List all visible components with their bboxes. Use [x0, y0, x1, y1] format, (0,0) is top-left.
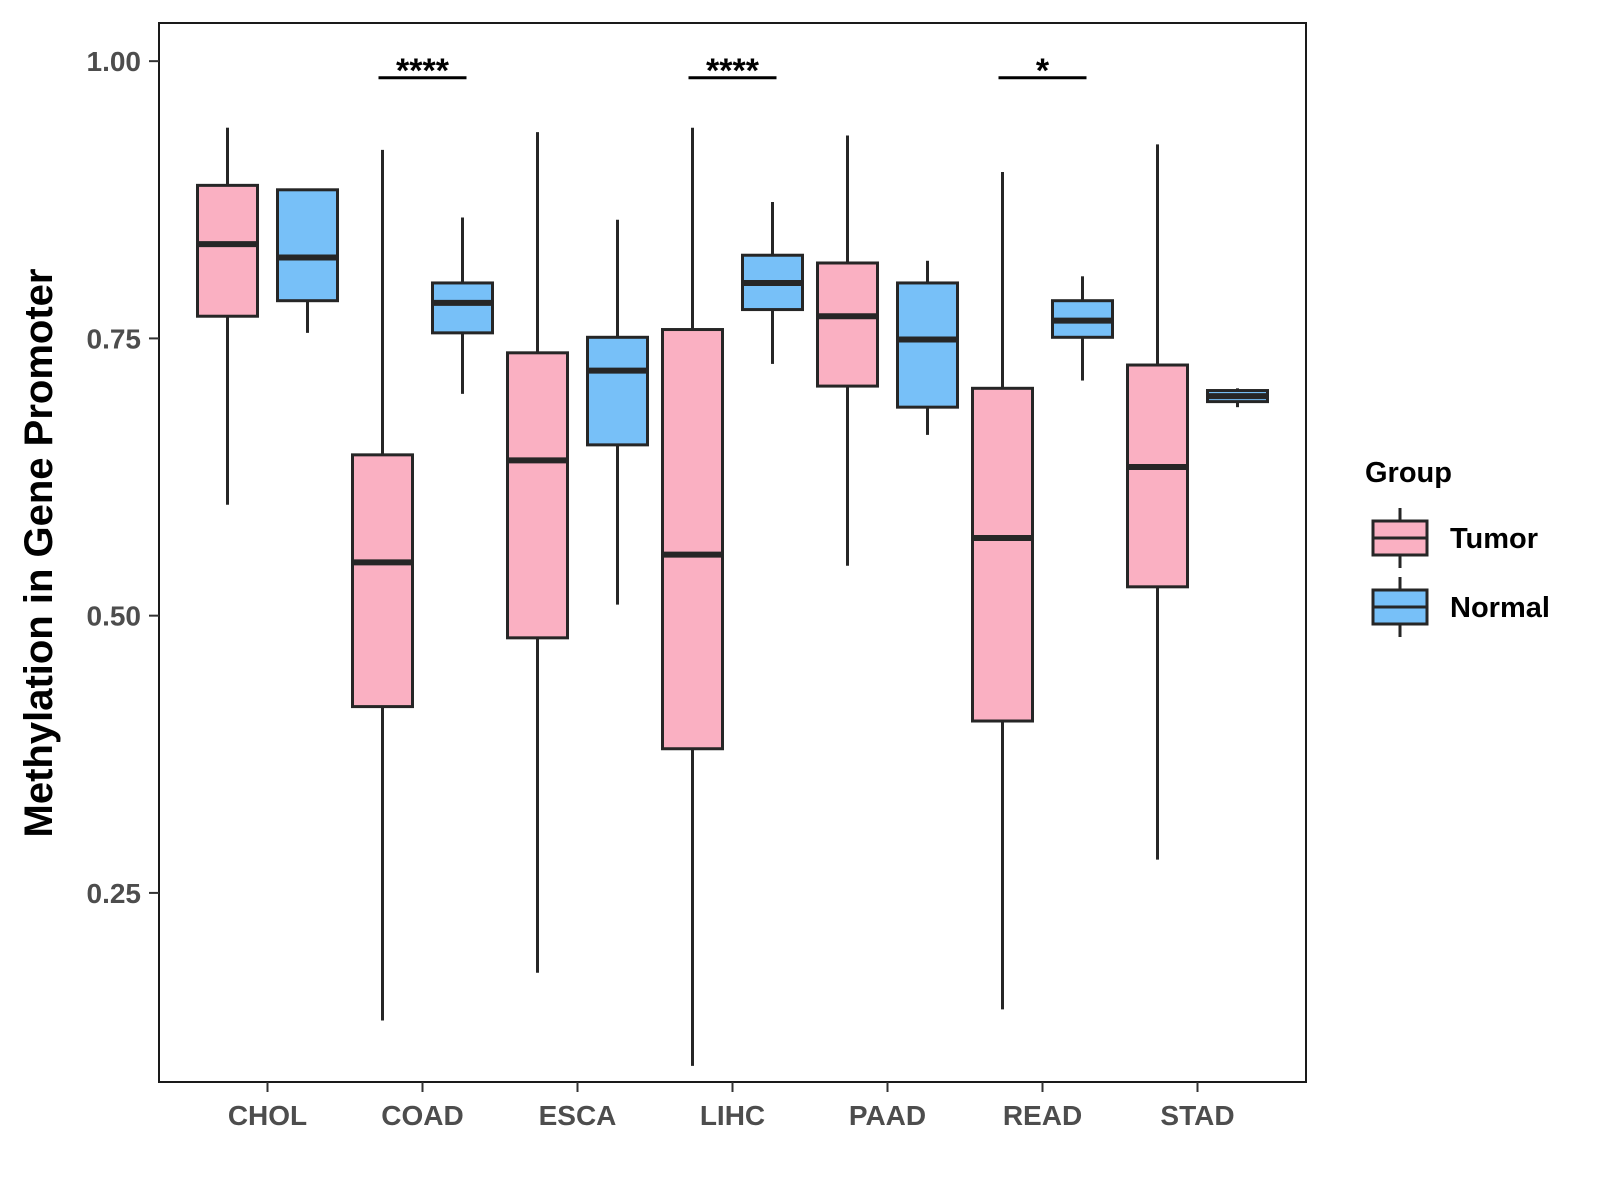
sig-label-lihc: **** [706, 52, 760, 90]
x-tick-label-read: READ [1003, 1100, 1082, 1131]
box-paad-normal [896, 260, 959, 435]
x-tick-label-chol: CHOL [228, 1100, 307, 1131]
box-iqr [431, 281, 494, 335]
y-tick-label: 0.75 [87, 323, 142, 354]
box-coad-normal [431, 217, 494, 394]
legend-title: Group [1365, 457, 1452, 489]
legend: Group Tumor Normal [1365, 457, 1550, 637]
box-iqr [971, 386, 1034, 723]
box-chol-normal [276, 188, 339, 333]
box-chol-tumor [196, 127, 259, 505]
legend-entry-normal: Normal [1371, 577, 1550, 637]
box-iqr [276, 188, 339, 303]
box-iqr [661, 328, 724, 751]
box-lihc-tumor [661, 127, 724, 1066]
axes: 0.25 0.50 0.75 1.00 CHOL COAD ESCA LIHC PAAD READ… [87, 46, 1235, 1131]
box-read-normal [1051, 276, 1114, 381]
box-iqr [816, 261, 879, 388]
x-tick-label-stad: STAD [1160, 1100, 1234, 1131]
box-esca-normal [586, 219, 649, 605]
x-tick-label-paad: PAAD [849, 1100, 926, 1131]
box-coad-tumor [351, 149, 414, 1021]
box-iqr [586, 335, 649, 447]
legend-entry-tumor: Tumor [1371, 508, 1538, 568]
box-iqr [351, 453, 414, 709]
legend-label-normal: Normal [1450, 592, 1550, 624]
box-iqr [196, 183, 259, 318]
box-iqr [896, 281, 959, 409]
x-tick-label-lihc: LIHC [700, 1100, 765, 1131]
x-tick-label-esca: ESCA [539, 1100, 617, 1131]
y-tick-label: 0.50 [87, 601, 142, 632]
box-stad-normal [1206, 388, 1269, 408]
y-axis-title: Methylation in Gene Promoter [17, 269, 61, 838]
y-tick-label: 0.25 [87, 878, 142, 909]
box-iqr [506, 351, 569, 640]
plot-area: **** **** * [196, 52, 1269, 1066]
sig-label-coad: **** [396, 52, 450, 90]
box-lihc-normal [741, 201, 804, 364]
x-tick-label-coad: COAD [381, 1100, 463, 1131]
y-tick-label: 1.00 [87, 46, 142, 77]
box-read-tumor [971, 172, 1034, 1010]
legend-label-tumor: Tumor [1450, 523, 1538, 555]
box-iqr [1126, 363, 1189, 589]
box-stad-tumor [1126, 144, 1189, 860]
sig-label-read: * [1036, 52, 1050, 90]
box-esca-tumor [506, 132, 569, 973]
box-paad-tumor [816, 135, 879, 566]
